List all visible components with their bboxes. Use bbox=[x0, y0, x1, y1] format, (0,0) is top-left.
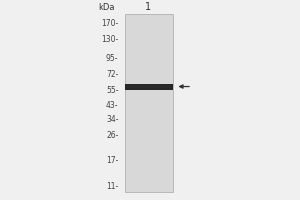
Bar bbox=[124, 84, 172, 90]
Text: 95-: 95- bbox=[106, 54, 118, 63]
Text: 34-: 34- bbox=[106, 115, 118, 124]
Text: 43-: 43- bbox=[106, 101, 118, 110]
Text: 17-: 17- bbox=[106, 156, 118, 165]
Text: 72-: 72- bbox=[106, 70, 118, 79]
Text: 1: 1 bbox=[146, 2, 152, 12]
Text: kDa: kDa bbox=[98, 2, 115, 11]
Text: 170-: 170- bbox=[101, 19, 118, 28]
Text: 26-: 26- bbox=[106, 131, 118, 140]
Bar bbox=[126, 86, 171, 88]
Text: 55-: 55- bbox=[106, 86, 118, 95]
Bar bbox=[124, 14, 172, 192]
Text: 11-: 11- bbox=[106, 182, 118, 191]
Text: 130-: 130- bbox=[101, 35, 118, 44]
